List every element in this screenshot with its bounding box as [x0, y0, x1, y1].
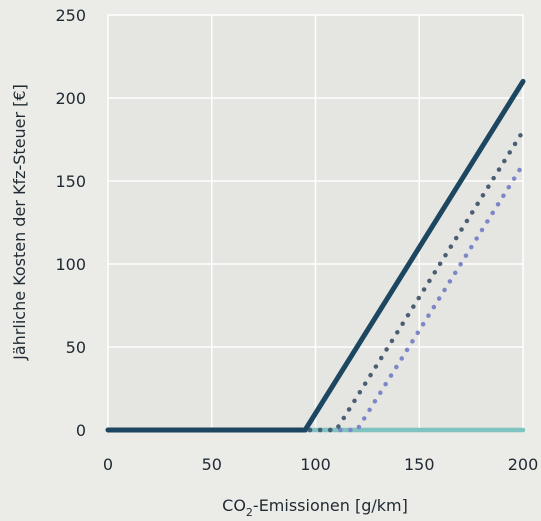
y-axis-label: Jährliche Kosten der Kfz-Steuer [€]: [10, 84, 29, 361]
grid-lines: [107, 14, 524, 431]
y-tick-0: 0: [76, 421, 86, 440]
x-axis-label-post: -Emissionen [g/km]: [253, 496, 408, 515]
x-tick-150: 150: [404, 455, 435, 474]
x-tick-labels: 0 50 100 150 200: [103, 455, 538, 474]
y-tick-150: 150: [55, 172, 86, 191]
x-axis-label-sub: 2: [246, 506, 253, 519]
x-tick-0: 0: [103, 455, 113, 474]
y-tick-250: 250: [55, 6, 86, 25]
y-tick-200: 200: [55, 89, 86, 108]
x-axis-label-pre: CO: [222, 496, 246, 515]
y-tick-100: 100: [55, 255, 86, 274]
x-tick-100: 100: [300, 455, 331, 474]
x-tick-50: 50: [202, 455, 222, 474]
series-line-3: [105, 128, 526, 433]
series-line-4: [105, 78, 526, 433]
x-tick-200: 200: [508, 455, 539, 474]
series-group: [105, 78, 526, 433]
y-tick-50: 50: [66, 338, 86, 357]
x-axis-label: CO2-Emissionen [g/km]: [222, 496, 408, 519]
y-tick-labels: 0 50 100 150 200 250: [55, 6, 86, 440]
